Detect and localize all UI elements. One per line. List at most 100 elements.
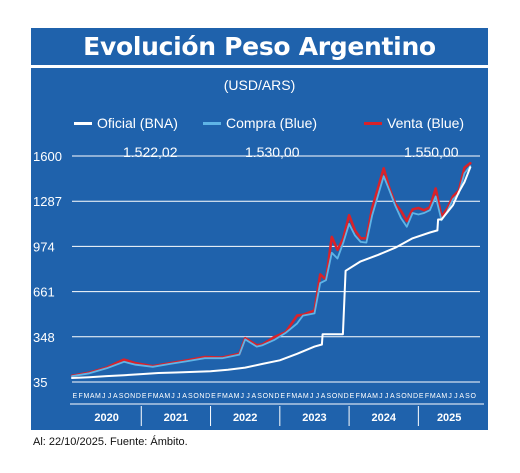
x-tick-month: O <box>193 393 199 400</box>
x-tick-month: M <box>303 393 309 400</box>
x-tick-year: 2022 <box>233 412 257 424</box>
x-tick-month: A <box>182 393 187 400</box>
x-tick-month: E <box>280 393 285 400</box>
x-tick-month: O <box>470 393 476 400</box>
x-tick-month: D <box>274 393 279 400</box>
x-tick-month: N <box>407 393 412 400</box>
x-tick-month: J <box>454 393 458 400</box>
x-tick-month: M <box>222 393 228 400</box>
x-tick-year: 2020 <box>94 412 118 424</box>
x-tick-month: O <box>401 393 407 400</box>
x-tick-month: D <box>136 393 141 400</box>
x-tick-month: J <box>102 393 106 400</box>
x-tick-month: A <box>390 393 395 400</box>
x-tick-month: M <box>95 393 101 400</box>
y-tick-label: 1287 <box>33 194 62 209</box>
x-tick-month: M <box>153 393 159 400</box>
legend-swatch-oficial <box>74 121 92 125</box>
x-tick-month: A <box>298 393 303 400</box>
x-tick-year: 2024 <box>371 412 396 424</box>
x-tick-month: F <box>217 393 221 400</box>
y-tick-label: 348 <box>33 330 55 345</box>
x-tick-month: E <box>350 393 355 400</box>
x-tick-year: 2023 <box>302 412 326 424</box>
x-tick-month: M <box>234 393 240 400</box>
x-tick-month: E <box>419 393 424 400</box>
x-tick-month: D <box>205 393 210 400</box>
x-tick-year: 2025 <box>437 412 461 424</box>
x-tick-month: A <box>436 393 441 400</box>
y-tick-label: 35 <box>33 375 47 390</box>
x-tick-month: S <box>327 393 332 400</box>
x-tick-month: J <box>448 393 452 400</box>
x-tick-month: S <box>396 393 401 400</box>
x-tick-month: A <box>252 393 257 400</box>
x-tick-month: A <box>321 393 326 400</box>
x-tick-month: E <box>73 393 78 400</box>
y-tick-label: 974 <box>33 239 55 254</box>
x-tick-month: N <box>199 393 204 400</box>
x-tick-month: J <box>241 393 245 400</box>
x-tick-month: M <box>372 393 378 400</box>
x-tick-month: N <box>338 393 343 400</box>
legend-item-compra: Compra (Blue) <box>203 115 317 131</box>
title-bar: Evolución Peso Argentino <box>31 28 488 68</box>
x-tick-month: A <box>459 393 464 400</box>
x-tick-month: A <box>159 393 164 400</box>
x-tick-month: A <box>113 393 118 400</box>
chart-card: Evolución Peso Argentino (USD/ARS) Ofici… <box>31 28 488 430</box>
x-tick-month: O <box>124 393 130 400</box>
x-tick-month: S <box>188 393 193 400</box>
x-tick-month: M <box>430 393 436 400</box>
x-tick-month: M <box>441 393 447 400</box>
legend-item-venta: Venta (Blue) <box>364 115 464 131</box>
x-tick-month: S <box>119 393 124 400</box>
y-tick-label: 1600 <box>33 149 62 164</box>
x-tick-month: N <box>269 393 274 400</box>
chart-title: Evolución Peso Argentino <box>83 32 436 61</box>
x-tick-month: O <box>263 393 269 400</box>
x-tick-month: F <box>148 393 152 400</box>
x-tick-month: J <box>310 393 314 400</box>
x-tick-month: M <box>361 393 367 400</box>
y-tick-label: 661 <box>33 285 55 300</box>
x-tick-month: J <box>246 393 250 400</box>
x-tick-month: A <box>90 393 95 400</box>
x-tick-month: J <box>108 393 112 400</box>
series-line-oficial-bna <box>71 166 472 379</box>
chart-subtitle: (USD/ARS) <box>223 77 296 93</box>
x-tick-month: E <box>211 393 216 400</box>
x-tick-month: J <box>171 393 175 400</box>
legend-label-venta: Venta (Blue) <box>387 115 465 131</box>
source-note: Al: 22/10/2025. Fuente: Ámbito. <box>33 436 188 448</box>
x-tick-month: J <box>177 393 181 400</box>
x-tick-month: F <box>425 393 429 400</box>
series-line-compra-blue <box>71 165 472 378</box>
legend-label-compra: Compra (Blue) <box>226 115 318 131</box>
x-tick-month: M <box>291 393 297 400</box>
x-tick-month: M <box>84 393 90 400</box>
x-tick-month: J <box>379 393 383 400</box>
x-tick-month: N <box>130 393 135 400</box>
x-tick-month: F <box>79 393 83 400</box>
legend-label-oficial: Oficial (BNA) <box>97 115 178 131</box>
legend-swatch-venta <box>364 121 382 125</box>
x-tick-month: D <box>344 393 349 400</box>
x-tick-month: A <box>228 393 233 400</box>
x-tick-month: F <box>356 393 360 400</box>
x-tick-month: M <box>164 393 170 400</box>
x-tick-month: O <box>332 393 338 400</box>
x-tick-year: 2021 <box>164 412 188 424</box>
x-tick-month: S <box>465 393 470 400</box>
x-tick-month: S <box>257 393 262 400</box>
x-tick-month: A <box>367 393 372 400</box>
x-tick-month: J <box>385 393 389 400</box>
x-tick-month: J <box>316 393 320 400</box>
series-line-venta-blue <box>70 161 472 378</box>
x-tick-month: E <box>142 393 147 400</box>
legend-item-oficial: Oficial (BNA) <box>74 115 178 131</box>
x-tick-month: F <box>286 393 290 400</box>
x-tick-month: D <box>413 393 418 400</box>
legend-swatch-compra <box>203 121 221 125</box>
